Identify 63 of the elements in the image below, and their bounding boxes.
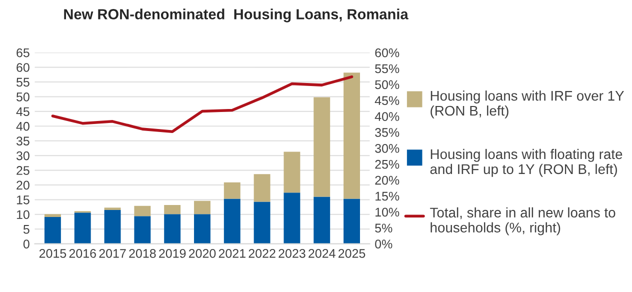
bar xyxy=(164,214,181,244)
x-tick-label: 2022 xyxy=(248,249,276,258)
bar xyxy=(44,214,61,218)
y2-tick-label: 25% xyxy=(375,160,400,169)
bar xyxy=(104,210,121,244)
bar xyxy=(254,202,270,244)
y-tick-label: 40 xyxy=(16,122,30,131)
line-series xyxy=(51,75,354,134)
bar xyxy=(134,216,151,244)
y2-tick-label: 40% xyxy=(374,112,400,121)
x-tick-label: 2024 xyxy=(308,249,336,258)
y2-tick-label: 15% xyxy=(376,192,400,201)
y-tick-label: 55 xyxy=(16,78,30,87)
bar xyxy=(314,97,330,197)
y-tick-label: 50 xyxy=(16,92,30,102)
y-tick-label: 65 xyxy=(16,48,30,58)
y-tick-label: 60 xyxy=(16,63,30,72)
y2-tick-label: 50% xyxy=(375,80,400,90)
x-tick-label: 2019 xyxy=(159,249,186,258)
x-tick-label: 2016 xyxy=(69,249,96,258)
bar xyxy=(194,214,210,244)
y2-tick-label: 55% xyxy=(375,64,400,74)
y2-tick-label: 10% xyxy=(376,208,400,217)
bar xyxy=(344,198,360,244)
y-tick-label: 20 xyxy=(16,180,30,190)
bar xyxy=(224,198,240,244)
x-tick-label: 2020 xyxy=(188,249,216,258)
bar xyxy=(224,182,240,199)
x-tick-label: 2015 xyxy=(39,249,66,258)
legend-label: Housing loans with IRF over 1Y (RON B, left) xyxy=(430,90,624,118)
bar xyxy=(284,152,300,193)
y-tick-label: 10 xyxy=(16,210,30,220)
legend-label: Housing loans with floating rate and IRF up to 1Y (RON B, left) xyxy=(430,148,622,177)
bar xyxy=(44,217,61,244)
y2-tick-label: 35% xyxy=(375,128,400,137)
y2-tick-label: 60% xyxy=(375,48,400,58)
x-tick-label: 2021 xyxy=(218,249,246,258)
chart-title: New RON-denominated Housing Loans, Romania xyxy=(64,8,408,22)
x-tick-label: 2018 xyxy=(129,249,156,258)
y-tick-label: 5 xyxy=(23,225,30,234)
y2-tick-label: 45% xyxy=(374,96,400,106)
y2-tick-label: 5% xyxy=(375,224,392,233)
x-tick-label: 2025 xyxy=(338,249,366,258)
bar xyxy=(194,200,210,214)
bar xyxy=(134,206,151,216)
bar xyxy=(284,192,300,244)
bar xyxy=(164,204,181,214)
y-tick-label: 0 xyxy=(23,240,30,248)
bar xyxy=(254,174,270,202)
y-tick-label: 35 xyxy=(16,136,30,146)
y-tick-label: 15 xyxy=(16,196,30,204)
x-tick-label: 2017 xyxy=(99,249,126,258)
bar xyxy=(314,196,330,244)
y2-tick-label: 20% xyxy=(375,176,400,185)
x-tick-label: 2023 xyxy=(278,249,306,258)
bar xyxy=(344,72,360,199)
bar xyxy=(74,212,91,244)
y2-tick-label: 30% xyxy=(375,144,400,153)
y2-tick-label: 0% xyxy=(375,240,392,248)
y-tick-label: 25 xyxy=(16,166,30,175)
legend-label: Total, share in all new loans to households (%, right) xyxy=(430,207,616,236)
y-tick-label: 45 xyxy=(16,107,30,116)
y-tick-label: 30 xyxy=(16,151,30,160)
